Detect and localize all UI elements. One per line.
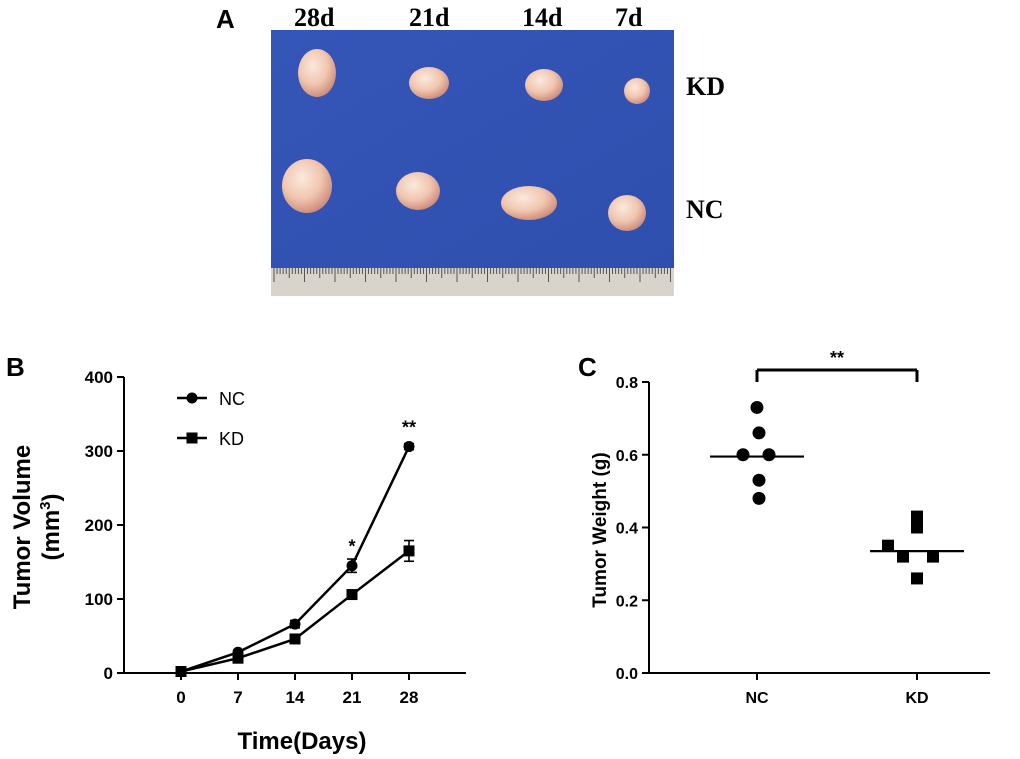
data-point-kd [897,550,909,563]
panel-c-letter: C [578,352,597,382]
y-axis-title-line2: (mm [38,510,65,561]
panel-c-chart: 0.0 0.2 0.4 0.6 0.8 NC KD Tumor Weight (g) ** [590,348,990,707]
tumor-kd-14d [525,69,563,101]
significance-marker: * [348,537,355,557]
legend-label-kd: KD [219,429,244,449]
data-point-nc [752,426,766,440]
data-point-nc [750,400,764,414]
data-point-nc [752,473,766,487]
y-axis-title-superscript: 3 [37,501,54,509]
data-point-kd [927,550,939,563]
tumor-photo [271,30,674,296]
data-point-nc [752,491,766,505]
data-point-kd [232,652,244,664]
panel-b-chart: 0 100 200 300 400 0 7 14 21 28 Time(Days) Tumor Vo… [9,368,466,755]
tumor-kd-21d [409,67,449,99]
y-tick-label: 100 [85,590,113,609]
y-tick-label: 200 [85,516,113,535]
x-tick-label: 21 [343,688,362,707]
legend-marker-kd [186,432,198,444]
data-point-kd [175,666,187,678]
blue-mat [271,30,674,268]
y-tick-label: 0.0 [616,666,638,683]
x-tick-label: 28 [400,688,419,707]
tumor-kd-7d [624,78,650,104]
data-point-nc [346,560,358,572]
legend-label-nc: NC [219,389,245,409]
data-point-kd [403,545,415,557]
y-tick-label: 0.8 [616,375,638,392]
y-axis-title: Tumor Weight (g) [590,452,611,608]
y-axis-title-close: ) [38,493,65,501]
data-point-kd [289,633,301,645]
x-tick-label: NC [745,690,769,707]
y-tick-label: 0.2 [616,593,638,610]
data-point-nc [289,618,301,630]
data-point-nc [762,448,776,462]
x-tick-label: 0 [176,688,185,707]
data-point-nc [736,448,750,462]
y-tick-label: 400 [85,368,113,387]
y-tick-label: 0.6 [616,448,638,465]
significance-marker: ** [830,348,844,368]
significance-marker: ** [402,418,416,438]
x-tick-label: 14 [286,688,305,707]
day-label-7d: 7d [615,3,643,32]
day-label-21d: 21d [409,3,450,32]
y-tick-label: 300 [85,442,113,461]
data-point-kd [911,521,923,534]
y-axis-title-line1: Tumor Volume [9,445,36,609]
panel-b-letter: B [6,352,25,382]
tumor-kd-28d [298,49,336,97]
tumor-nc-7d [608,195,646,231]
row-label-kd: KD [686,72,725,101]
x-axis-title: Time(Days) [238,728,367,755]
series-line-kd [180,549,410,673]
data-point-kd [911,510,923,523]
day-label-28d: 28d [294,3,335,32]
data-point-nc [403,441,415,453]
panel-a-letter: A [216,4,235,34]
y-tick-label: 0 [104,664,113,683]
legend-marker-nc [186,392,198,404]
tumor-nc-28d [282,159,332,213]
x-tick-label: 7 [233,688,242,707]
tumor-photo-drawing [271,30,674,296]
data-point-kd [346,589,358,601]
data-point-kd [882,539,894,552]
row-label-nc: NC [686,195,724,224]
y-tick-label: 0.4 [616,521,638,538]
y-axis-title: Tumor Volume(mm3) [9,445,65,609]
day-label-14d: 14d [522,3,563,32]
data-point-kd [911,572,923,585]
tumor-nc-21d [396,172,440,210]
x-tick-label: KD [905,690,928,707]
tumor-nc-14d [501,186,557,220]
